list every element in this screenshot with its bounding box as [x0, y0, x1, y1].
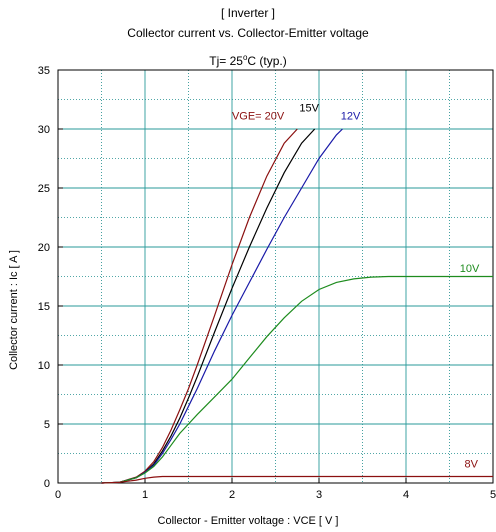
- y-tick-label: 25: [38, 183, 50, 195]
- chart-subtitle: Collector current vs. Collector-Emitter …: [127, 26, 369, 40]
- chart-title: [ Inverter ]: [220, 6, 276, 20]
- x-tick-label: 4: [403, 489, 409, 501]
- series-label: 15V: [299, 102, 319, 114]
- series-label: VGE= 20V: [232, 111, 285, 123]
- x-tick-label: 2: [229, 489, 235, 501]
- x-tick-label: 0: [55, 489, 61, 501]
- y-axis-label: Collector current : Ic [ A ]: [8, 250, 20, 370]
- y-tick-label: 15: [38, 301, 50, 313]
- x-axis-label: Collector - Emitter voltage : VCE [ V ]: [157, 515, 339, 527]
- x-tick-label: 5: [490, 489, 496, 501]
- y-tick-label: 35: [38, 65, 50, 77]
- x-tick-label: 3: [316, 489, 322, 501]
- x-tick-label: 1: [142, 489, 148, 501]
- chart-condition: Tj= 25oC (typ.): [0, 51, 496, 68]
- condition-degree: o: [242, 53, 248, 62]
- series-label: 8V: [465, 459, 479, 471]
- series-label: 12V: [341, 111, 361, 123]
- y-tick-label: 5: [44, 419, 50, 431]
- condition-prefix: Tj= 25: [209, 54, 243, 68]
- condition-suffix: C (typ.): [247, 54, 287, 68]
- y-tick-label: 30: [38, 124, 50, 136]
- y-tick-label: 20: [38, 242, 50, 254]
- series-line: [101, 128, 298, 484]
- y-tick-label: 0: [44, 478, 50, 490]
- series-label: 10V: [460, 263, 480, 275]
- y-tick-label: 10: [38, 360, 50, 372]
- series-line: [101, 475, 493, 484]
- series-line: [101, 275, 493, 484]
